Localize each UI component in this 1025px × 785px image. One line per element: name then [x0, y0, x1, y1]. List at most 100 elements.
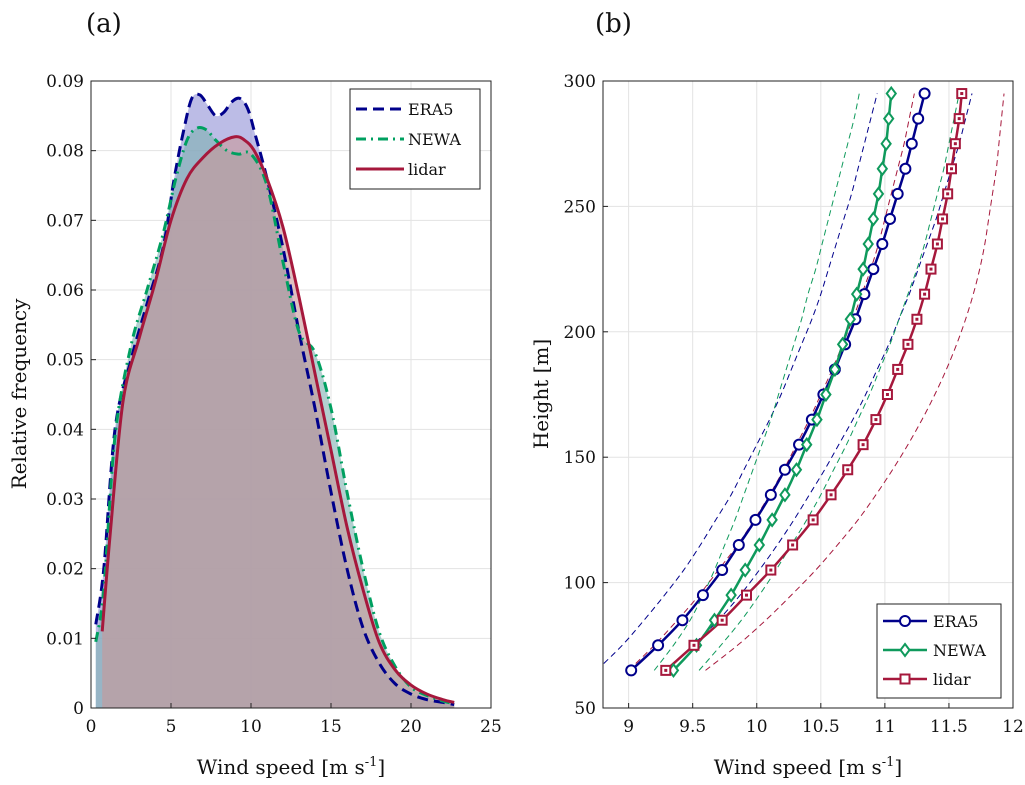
legend-marker-newa	[899, 642, 911, 658]
marker-era5	[867, 263, 880, 276]
marker-newa	[779, 487, 791, 503]
panel-b-y-axis-label: Height [m]	[529, 339, 553, 449]
y-tick-label: 0	[73, 699, 84, 719]
x-tick-label: 10.5	[802, 717, 840, 737]
marker-era5	[764, 488, 777, 501]
marker-era5	[884, 212, 896, 225]
legend-marker-lidar	[899, 673, 911, 685]
marker-dot-lidar	[745, 593, 748, 597]
marker-era5	[912, 112, 925, 125]
y-tick-label: 250	[564, 197, 596, 217]
y-tick-label: 0.01	[46, 629, 84, 649]
marker-era5	[749, 513, 762, 526]
marker-newa	[739, 562, 751, 578]
marker-newa	[876, 161, 889, 177]
panel-a-x-axis-label: Wind speed [m s-1]	[197, 755, 385, 779]
marker-era5	[918, 87, 931, 100]
panel-b-bands	[603, 93, 1005, 671]
density-line-newa	[94, 126, 455, 706]
marker-dot-lidar	[923, 292, 927, 296]
marker-newa	[862, 236, 874, 252]
panel-a-density-fills	[95, 93, 455, 709]
marker-newa	[850, 286, 863, 302]
marker-newa	[725, 587, 737, 603]
marker-dot-lidar	[960, 92, 964, 96]
panel-b-legend: ERA5 NEWA lidar	[876, 603, 1002, 699]
y-tick-label: 0.05	[46, 351, 84, 371]
density-fill-lidar	[102, 136, 455, 708]
x-tick-label: 5	[166, 717, 177, 737]
band-low-era5	[603, 93, 878, 665]
panel-a-x-ticks: 0 5 10 15 20 25	[86, 703, 502, 737]
marker-newa	[790, 462, 803, 478]
y-tick-label: 0.09	[46, 72, 84, 92]
panel-a-density-lines	[94, 92, 455, 706]
marker-newa	[857, 261, 869, 277]
x-tick-label: 0	[86, 717, 97, 737]
y-tick-label: 150	[564, 448, 596, 468]
marker-newa	[753, 537, 766, 553]
marker-dot-lidar	[769, 568, 773, 572]
y-tick-label: 0.07	[46, 211, 84, 231]
x-tick-label: 25	[480, 717, 502, 737]
marker-dot-lidar	[861, 443, 865, 447]
marker-dot-lidar	[874, 418, 878, 422]
x-tick-label: 11.5	[930, 717, 968, 737]
marker-era5	[891, 187, 904, 200]
marker-newa	[829, 361, 841, 378]
marker-newa	[885, 85, 898, 102]
marker-era5	[652, 639, 665, 652]
marker-era5	[625, 664, 638, 677]
panel-a: (a) 0 5 10 15 20 25 0 0.01 0.02 0.03 0.04 0.05 0.06…	[7, 9, 502, 779]
marker-dot-lidar	[896, 367, 900, 371]
panel-a-legend: ERA5 NEWA lidar	[349, 88, 481, 190]
x-tick-label: 20	[400, 717, 422, 737]
y-tick-label: 0.04	[46, 420, 84, 440]
marker-newa	[820, 386, 832, 403]
profile-line-lidar	[664, 93, 963, 672]
y-tick-label: 100	[564, 574, 596, 594]
marker-newa	[867, 211, 880, 227]
y-tick-label: 200	[564, 323, 596, 343]
legend-marker-era5	[899, 615, 911, 627]
marker-dot-lidar	[692, 643, 696, 647]
density-line-lidar	[100, 135, 455, 704]
panel-a-y-ticks: 0 0.01 0.02 0.03 0.04 0.05 0.06 0.07 0.08 0.09	[46, 72, 96, 719]
panel-b-x-ticks: 9 9.5 10 10.5 11 11.5 12	[623, 703, 1024, 737]
marker-newa	[800, 436, 813, 453]
panel-b: (b) 9 9.5 10 10.5 11 11.5 12 50 100 150 200 250 300…	[529, 9, 1024, 779]
marker-dot-lidar	[953, 142, 957, 146]
marker-dot-lidar	[720, 618, 724, 622]
marker-newa	[880, 136, 892, 152]
marker-dot-lidar	[811, 518, 815, 522]
marker-dot-lidar	[941, 217, 945, 221]
x-tick-label: 15	[320, 717, 342, 737]
panel-b-label: (b)	[595, 9, 632, 39]
x-tick-label: 9	[623, 717, 634, 737]
panel-b-markers	[625, 85, 968, 679]
marker-dot-lidar	[946, 192, 950, 196]
panel-a-label: (a)	[86, 9, 122, 39]
profile-line-newa	[672, 93, 893, 672]
band-high-era5	[666, 93, 973, 671]
band-low-newa	[653, 93, 860, 671]
x-tick-label: 12	[1002, 717, 1024, 737]
x-tick-label: 10	[746, 717, 768, 737]
y-tick-label: 0.03	[46, 490, 84, 510]
legend-label-newa: NEWA	[408, 130, 461, 149]
marker-era5	[899, 162, 912, 175]
marker-era5	[716, 564, 729, 577]
panel-b-y-ticks: 50 100 150 200 250 300	[564, 72, 608, 719]
marker-dot-lidar	[950, 167, 953, 171]
y-tick-label: 0.06	[46, 281, 84, 301]
x-tick-label: 9.5	[679, 717, 706, 737]
marker-era5	[876, 238, 889, 251]
y-tick-label: 0.02	[46, 560, 84, 580]
panel-b-x-axis-label: Wind speed [m s-1]	[714, 755, 902, 779]
marker-dot-lidar	[929, 267, 933, 271]
marker-newa	[766, 512, 778, 528]
panel-a-axes-box	[90, 80, 492, 709]
marker-dot-lidar	[829, 493, 833, 497]
marker-dot-lidar	[791, 543, 795, 547]
